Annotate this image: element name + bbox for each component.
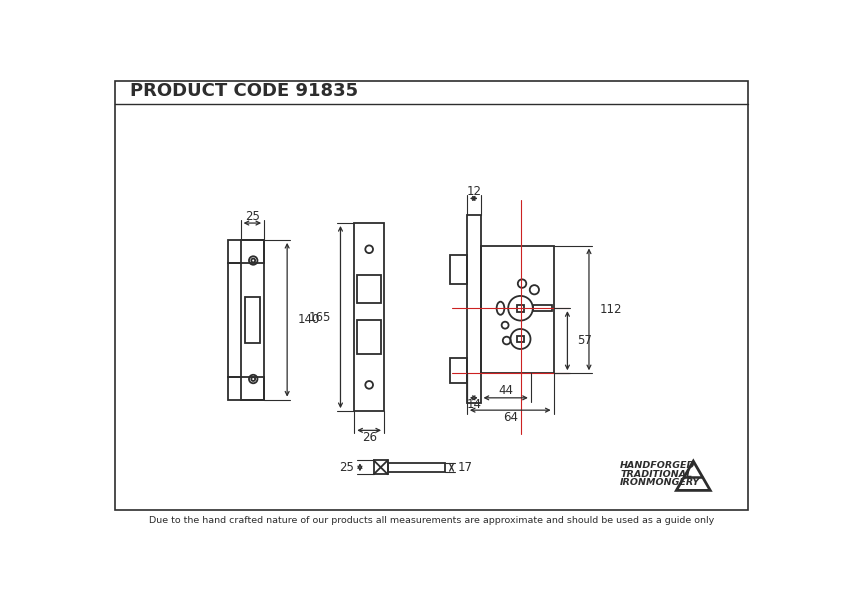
Bar <box>387 463 445 471</box>
Text: IRONMONGERY: IRONMONGERY <box>621 478 701 487</box>
Bar <box>357 320 381 354</box>
Bar <box>517 305 524 312</box>
Bar <box>467 215 481 403</box>
Text: 25: 25 <box>338 461 354 474</box>
Text: 25: 25 <box>245 210 260 223</box>
Bar <box>374 460 387 474</box>
Text: 12: 12 <box>466 185 482 198</box>
Text: TRADITIONAL: TRADITIONAL <box>621 470 692 479</box>
Text: 165: 165 <box>309 311 331 324</box>
Bar <box>481 246 553 373</box>
Bar <box>450 358 467 383</box>
Text: PRODUCT CODE 91835: PRODUCT CODE 91835 <box>131 82 359 100</box>
Text: 17: 17 <box>458 461 472 474</box>
Bar <box>518 336 524 342</box>
Bar <box>354 223 384 411</box>
Text: 64: 64 <box>503 411 518 424</box>
Bar <box>357 275 381 303</box>
Text: 112: 112 <box>600 303 622 316</box>
Text: 44: 44 <box>498 384 513 398</box>
Bar <box>228 240 264 263</box>
Text: 57: 57 <box>577 334 592 347</box>
Text: 26: 26 <box>362 431 376 444</box>
Text: HANDFORGED: HANDFORGED <box>621 461 695 470</box>
Bar <box>228 377 264 399</box>
Bar <box>244 297 260 343</box>
Text: 140: 140 <box>298 313 320 326</box>
Text: 14: 14 <box>466 398 482 411</box>
Bar <box>241 240 264 399</box>
Bar <box>450 255 467 284</box>
Text: Due to the hand crafted nature of our products all measurements are approximate : Due to the hand crafted nature of our pr… <box>149 516 714 525</box>
Bar <box>533 305 552 311</box>
